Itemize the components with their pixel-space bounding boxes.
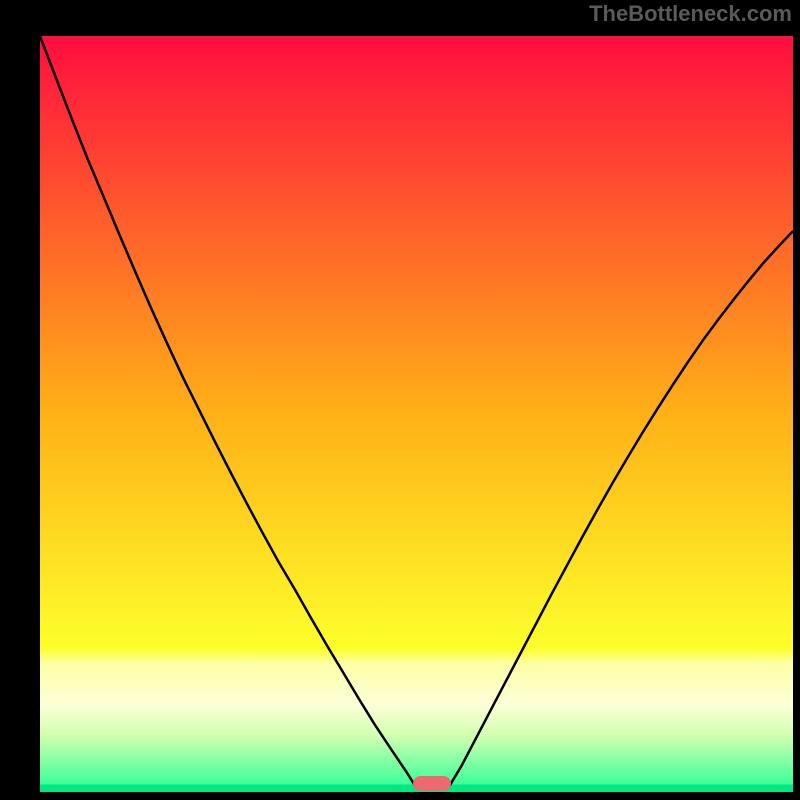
chart-frame: TheBottleneck.com — [0, 0, 800, 800]
plot-area — [40, 36, 793, 792]
bottleneck-curve — [40, 36, 793, 792]
bottleneck-marker — [413, 776, 451, 791]
watermark-text: TheBottleneck.com — [589, 1, 792, 27]
curve-path — [40, 36, 793, 784]
